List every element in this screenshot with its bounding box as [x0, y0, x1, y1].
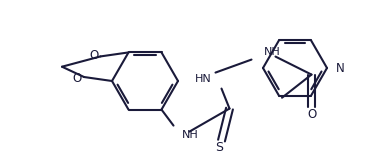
- Text: NH: NH: [182, 130, 198, 140]
- Text: O: O: [73, 72, 82, 84]
- Text: HN: HN: [195, 74, 212, 84]
- Text: O: O: [307, 108, 316, 121]
- Text: O: O: [89, 49, 98, 62]
- Text: S: S: [215, 141, 223, 154]
- Text: NH: NH: [263, 47, 280, 57]
- Text: N: N: [336, 61, 345, 74]
